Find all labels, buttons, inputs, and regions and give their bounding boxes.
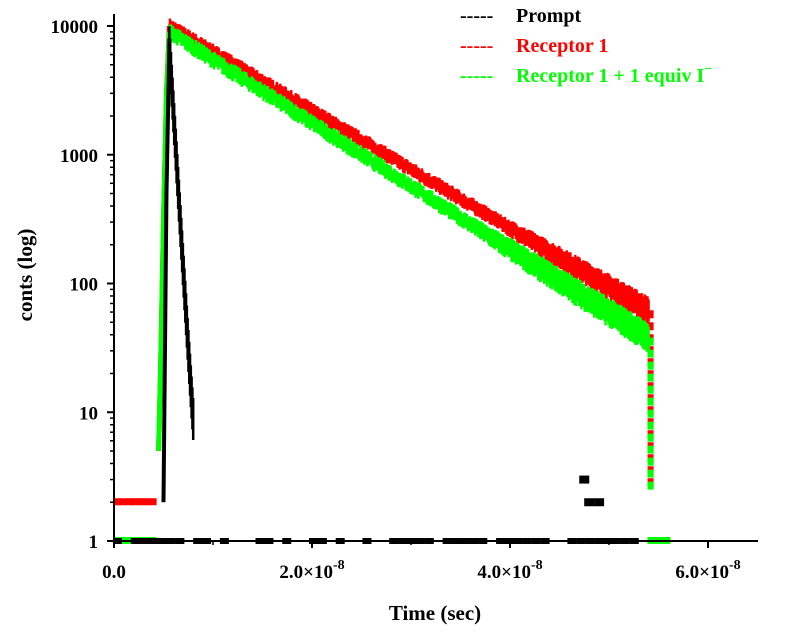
legend-label: Receptor 1 (516, 35, 608, 57)
prompt-rise (161, 38, 172, 503)
legend-label: Receptor 1 + 1 equiv I− (516, 62, 712, 87)
baseline-point (124, 498, 133, 506)
baseline-point (142, 498, 151, 506)
legend-swatch: ----- (460, 35, 493, 57)
legend-swatch: ----- (460, 65, 493, 87)
series-receptor-1 (112, 18, 671, 544)
legend-item: ----- Receptor 1 (460, 35, 608, 57)
y-tick-label: 10 (79, 403, 98, 424)
y-tick-label: 1 (89, 532, 99, 553)
y-ticks: 1 10 100 1000 10000 (51, 17, 114, 553)
prompt-point (594, 498, 605, 507)
baseline-point (148, 498, 157, 506)
legend-item: ----- Prompt (460, 5, 582, 27)
y-axis-title: conts (log) (13, 229, 37, 322)
axes (113, 14, 758, 542)
legend-label: Prompt (516, 5, 582, 27)
baseline-point (136, 498, 145, 506)
baseline-point (112, 498, 121, 506)
legend: ----- Prompt ----- Receptor 1 ----- Receptor … (460, 5, 712, 87)
y-tick-label: 100 (70, 275, 99, 296)
y-tick-label: 10000 (51, 17, 99, 38)
x-tick-label: 6.0×10-8 (675, 558, 740, 583)
x-ticks: 0.0 2.0×10-8 4.0×10-8 6.0×10-8 (102, 541, 741, 583)
x-axis-title: Time (sec) (389, 601, 481, 625)
x-tick-label: 2.0×10-8 (279, 558, 344, 583)
x-tick-label: 4.0×10-8 (477, 558, 542, 583)
series-layer (112, 18, 671, 544)
legend-swatch: ----- (460, 5, 493, 27)
baseline-point (118, 498, 127, 506)
baseline-point (130, 498, 139, 506)
prompt-point (579, 475, 590, 484)
y-tick-label: 1000 (60, 146, 98, 167)
prompt-point (584, 498, 595, 507)
legend-item: ----- Receptor 1 + 1 equiv I− (460, 62, 712, 87)
x-tick-label: 0.0 (102, 562, 126, 583)
